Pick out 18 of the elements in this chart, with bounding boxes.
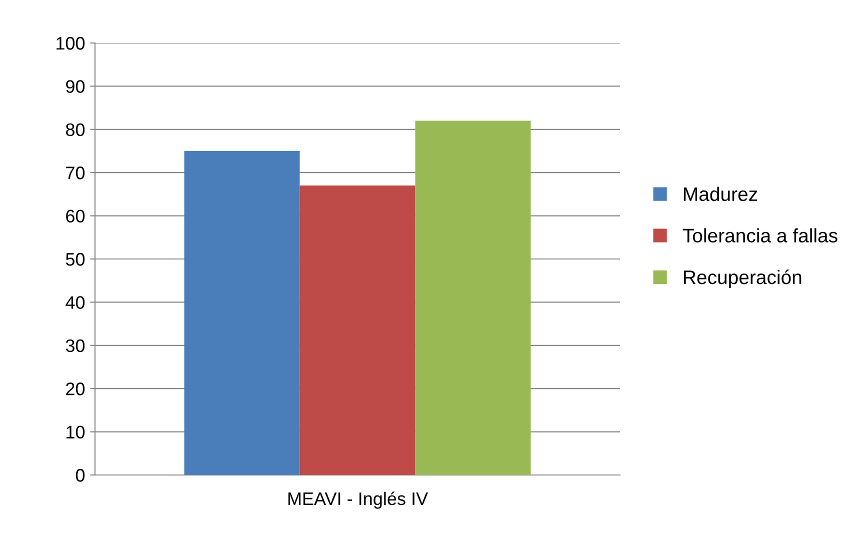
y-tick-label: 50 [66, 252, 85, 266]
y-tick-label: 20 [66, 382, 85, 396]
y-tick-label: 80 [66, 123, 85, 136]
y-tick-label: 30 [66, 339, 85, 352]
x-tick-label: MEAVI - Inglés IV [288, 492, 428, 509]
bar [300, 186, 416, 475]
y-tick-label: 40 [66, 296, 85, 309]
legend-label: Madurez [684, 186, 758, 202]
y-tick-label: 70 [66, 166, 85, 180]
y-tick-label: 90 [66, 80, 85, 93]
legend-label: Recuperación [684, 270, 802, 288]
bar [415, 120, 531, 475]
y-tick-label: 60 [66, 210, 85, 223]
legend-label: Tolerancia a fallas [682, 228, 838, 243]
y-tick-label: 10 [66, 426, 85, 439]
y-tick-label: 100 [56, 36, 85, 50]
y-tick-label: 0 [76, 468, 85, 482]
bar [184, 151, 300, 475]
